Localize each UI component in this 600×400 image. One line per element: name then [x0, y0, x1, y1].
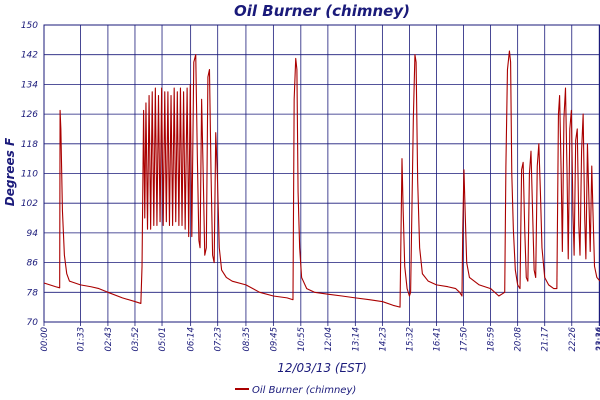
- x-tick-label: 08:35: [242, 327, 252, 352]
- x-tick-label: 09:45: [269, 327, 279, 352]
- x-axis-ticks: 00:00 01:33 02:43 03:52 05:01 06:14 07:23 08:35…: [40, 326, 600, 351]
- legend: Oil Burner (chimney): [235, 385, 356, 396]
- y-axis-label: Degrees F: [3, 137, 17, 206]
- series-layer: [43, 50, 600, 308]
- x-tick-label: 18:59: [487, 327, 497, 352]
- y-tick-label: 110: [21, 170, 38, 180]
- x-tick-label: 07:23: [214, 327, 224, 352]
- y-tick-label: 86: [27, 259, 39, 269]
- x-tick-label: 03:52: [131, 327, 141, 352]
- y-tick-label: 70: [27, 318, 39, 328]
- y-tick-label: 126: [21, 110, 38, 120]
- y-tick-label: 150: [21, 21, 38, 31]
- x-tick-label: 17:50: [460, 327, 470, 352]
- x-tick-label: 13:14: [351, 327, 361, 352]
- x-tick-label: 02:43: [104, 327, 114, 352]
- x-tick-label: 00:00: [40, 327, 50, 352]
- grid: [43, 24, 600, 326]
- chart-title: Oil Burner (chimney): [234, 2, 410, 20]
- y-tick-label: 78: [27, 288, 39, 298]
- x-tick-label: 01:33: [76, 327, 86, 352]
- y-tick-label: 102: [21, 199, 38, 209]
- y-tick-label: 94: [27, 229, 39, 239]
- series-line-oil-burner: [43, 50, 600, 308]
- x-tick-label: 14:23: [378, 327, 388, 352]
- y-tick-label: 142: [21, 51, 38, 61]
- x-tick-label: 23:38: [596, 326, 600, 351]
- x-tick-label: 15:32: [405, 327, 415, 352]
- x-tick-label: 23:36: [595, 326, 600, 351]
- legend-label: Oil Burner (chimney): [252, 385, 356, 396]
- x-tick-label: 12:04: [324, 327, 334, 352]
- x-tick-label: 16:41: [432, 327, 442, 352]
- y-axis-ticks: 70 78 86 94 102 110 118 126 134 142 150: [21, 21, 38, 328]
- y-tick-label: 134: [21, 80, 38, 90]
- x-tick-label: 20:08: [514, 326, 524, 351]
- x-tick-label: 22:26: [568, 326, 578, 351]
- x-tick-label: 21:17: [541, 326, 551, 351]
- y-tick-label: 118: [21, 140, 38, 150]
- x-tick-label: 05:01: [158, 327, 168, 352]
- x-tick-label: 06:14: [187, 327, 197, 352]
- x-axis-label: 12/03/13 (EST): [277, 361, 367, 375]
- x-tick-label: 10:55: [297, 327, 307, 352]
